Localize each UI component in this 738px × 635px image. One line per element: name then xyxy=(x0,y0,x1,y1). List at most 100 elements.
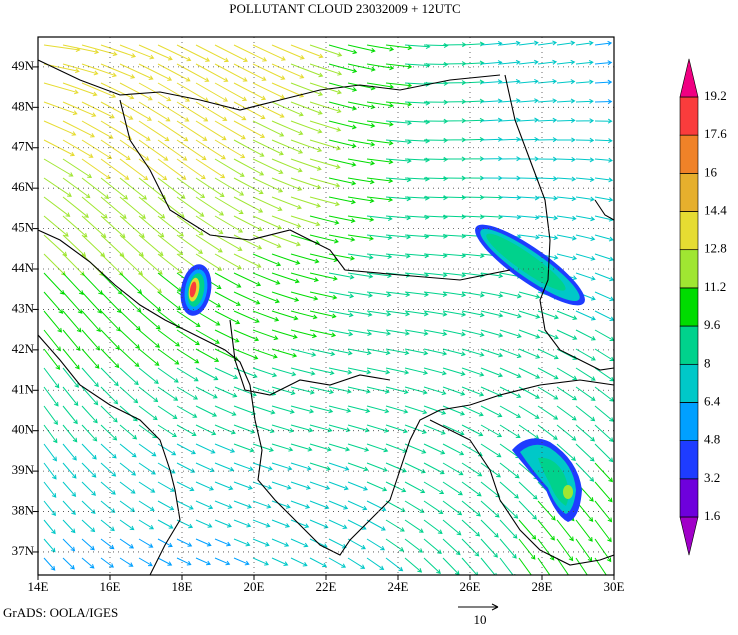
wind-arrow xyxy=(81,348,100,369)
y-tick-label: 43N xyxy=(12,300,35,315)
wind-arrow xyxy=(233,481,253,490)
wind-arrow xyxy=(157,177,186,199)
wind-arrow xyxy=(214,139,246,159)
wind-arrow xyxy=(309,120,342,132)
wind-arrow xyxy=(594,215,614,222)
y-tick-label: 48N xyxy=(12,98,35,113)
wind-arrow xyxy=(556,424,577,441)
wind-arrow xyxy=(499,195,522,201)
wind-arrow xyxy=(328,405,352,413)
wind-arrow xyxy=(138,139,169,161)
wind-arrow xyxy=(366,367,391,375)
wind-arrow xyxy=(328,500,349,510)
wind-arrow xyxy=(100,196,127,219)
wind-arrow xyxy=(233,443,255,453)
wind-arrow xyxy=(233,348,259,360)
wind-arrow xyxy=(309,405,334,414)
wind-arrow xyxy=(271,329,298,339)
colorbar-label: 12.8 xyxy=(704,241,727,256)
wind-arrow xyxy=(290,348,317,357)
wind-arrow xyxy=(366,291,392,298)
wind-arrow xyxy=(423,424,446,435)
wind-arrow xyxy=(157,386,179,401)
wind-arrow xyxy=(385,291,411,298)
wind-arrow xyxy=(309,82,342,95)
y-tick-label: 47N xyxy=(12,139,35,154)
wind-arrow xyxy=(499,136,521,142)
wind-arrow xyxy=(594,40,613,46)
wind-arrow xyxy=(195,386,218,399)
wind-arrow xyxy=(157,500,175,511)
wind-arrow xyxy=(43,272,65,295)
wind-arrow xyxy=(157,519,174,529)
wind-arrow xyxy=(518,405,540,419)
wind-arrow xyxy=(518,481,538,500)
wind-arrow xyxy=(62,253,85,276)
wind-arrow xyxy=(594,291,614,302)
wind-arrow xyxy=(81,386,99,406)
wind-arrow xyxy=(442,291,467,298)
wind-arrow xyxy=(423,195,448,201)
wind-arrow xyxy=(347,120,376,128)
wind-arrow xyxy=(81,367,99,388)
wind-arrow xyxy=(328,424,351,433)
wind-arrow xyxy=(81,500,96,514)
wind-arrow xyxy=(442,214,467,220)
wind-arrow xyxy=(480,557,497,575)
wind-arrow xyxy=(252,272,281,285)
coastlines xyxy=(38,59,614,575)
wind-arrow xyxy=(119,557,134,567)
wind-arrow xyxy=(556,40,576,46)
wind-arrow xyxy=(62,500,76,516)
wind-arrow xyxy=(271,481,292,490)
wind-arrow xyxy=(138,177,167,200)
wind-arrow xyxy=(233,386,257,397)
wind-arrow xyxy=(480,500,500,518)
wind-arrow xyxy=(62,291,83,314)
wind-arrow xyxy=(366,44,395,52)
wind-arrow xyxy=(214,424,236,435)
wind-arrow xyxy=(575,79,594,85)
wind-arrow xyxy=(347,63,376,72)
wind-arrow xyxy=(442,367,466,376)
wind-arrow xyxy=(309,462,332,471)
wind-arrow xyxy=(138,63,173,81)
y-tick-label: 41N xyxy=(12,381,35,396)
wind-arrow xyxy=(537,386,559,400)
wind-arrow xyxy=(499,519,518,539)
wind-arrow xyxy=(119,405,138,422)
wind-arrow xyxy=(252,367,278,378)
wind-arrow xyxy=(309,291,338,300)
wind-arrow xyxy=(252,557,269,566)
colorbar-bin xyxy=(679,478,699,518)
wind-arrow xyxy=(537,234,559,241)
wind-arrow xyxy=(214,557,231,566)
wind-arrow xyxy=(252,158,284,174)
wind-arrow xyxy=(328,63,358,74)
wind-arrow xyxy=(480,367,504,378)
wind-arrow xyxy=(366,443,389,453)
wind-arrow xyxy=(518,175,540,181)
wind-arrow xyxy=(518,215,540,221)
wind-arrow xyxy=(385,481,407,493)
wind-arrow xyxy=(556,253,578,261)
wind-arrow xyxy=(271,63,305,79)
wind-arrow xyxy=(119,386,139,404)
wind-arrow xyxy=(537,195,558,201)
wind-arrow xyxy=(176,177,206,199)
wind-arrow xyxy=(100,424,118,441)
wind-arrow xyxy=(119,139,150,161)
wind-arrow xyxy=(100,386,119,405)
y-tick-label: 42N xyxy=(12,341,35,356)
wind-arrow xyxy=(537,40,558,46)
wind-arrow xyxy=(423,386,447,396)
wind-arrow xyxy=(43,101,78,116)
wind-arrow xyxy=(594,253,614,262)
wind-arrow xyxy=(214,272,242,288)
wind-arrow xyxy=(594,157,613,163)
wind-arrow xyxy=(195,348,220,362)
wind-arrow xyxy=(404,481,426,494)
wind-arrow xyxy=(290,500,311,509)
wind-arrow xyxy=(119,120,151,141)
wind-arrow xyxy=(157,367,179,383)
